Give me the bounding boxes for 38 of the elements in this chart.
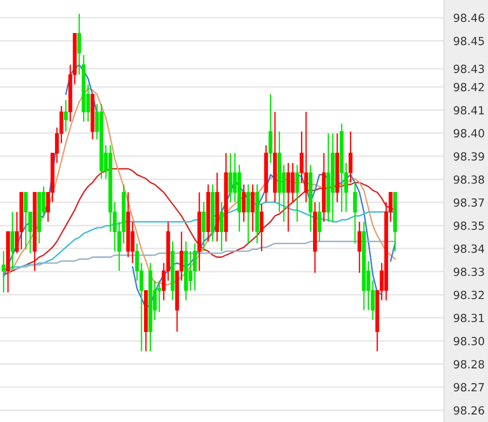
y-tick-label: 98.32 <box>454 290 484 300</box>
candlestick <box>220 202 224 252</box>
candlestick <box>290 162 295 203</box>
candlestick <box>348 130 352 184</box>
candlestick <box>295 164 300 222</box>
y-tick-label: 98.39 <box>454 152 484 161</box>
y-tick-label: 98.43 <box>454 64 484 74</box>
y-tick-label: 98.35 <box>454 222 484 230</box>
candlestick <box>242 184 246 222</box>
candlestick <box>2 250 6 294</box>
y-tick-label: 98.42 <box>454 82 484 92</box>
candlestick <box>246 184 250 244</box>
y-tick-label: 98.30 <box>454 336 484 346</box>
y-tick-label: 98.40 <box>454 129 484 138</box>
y-tick-label: 98.41 <box>454 106 484 114</box>
candlestick <box>260 204 264 252</box>
y-tick-label: 98.46 <box>454 14 484 22</box>
y-tick-label: 98.45 <box>454 36 484 46</box>
candlestick <box>157 280 162 313</box>
candlestick <box>10 211 14 270</box>
candlestick <box>24 192 28 250</box>
candlestick <box>358 221 362 274</box>
candlestick <box>64 99 68 132</box>
y-tick-label: 98.26 <box>454 406 484 415</box>
candlestick <box>192 242 197 292</box>
candlestick <box>268 94 272 164</box>
y-tick-label: 98.27 <box>454 383 484 392</box>
y-tick-label: 98.31 <box>454 314 484 322</box>
candlestick <box>286 162 290 232</box>
candlestick <box>250 184 255 232</box>
y-tick-label: 98.38 <box>454 175 484 184</box>
y-tick-label: 98.33 <box>454 268 484 276</box>
y-tick-label: 98.37 <box>454 198 484 207</box>
candlestick <box>202 202 206 252</box>
y-tick-label: 98.28 <box>454 360 484 368</box>
candlestick <box>353 182 357 244</box>
candlestick <box>318 202 322 242</box>
y-tick-label: 98.34 <box>454 244 484 253</box>
